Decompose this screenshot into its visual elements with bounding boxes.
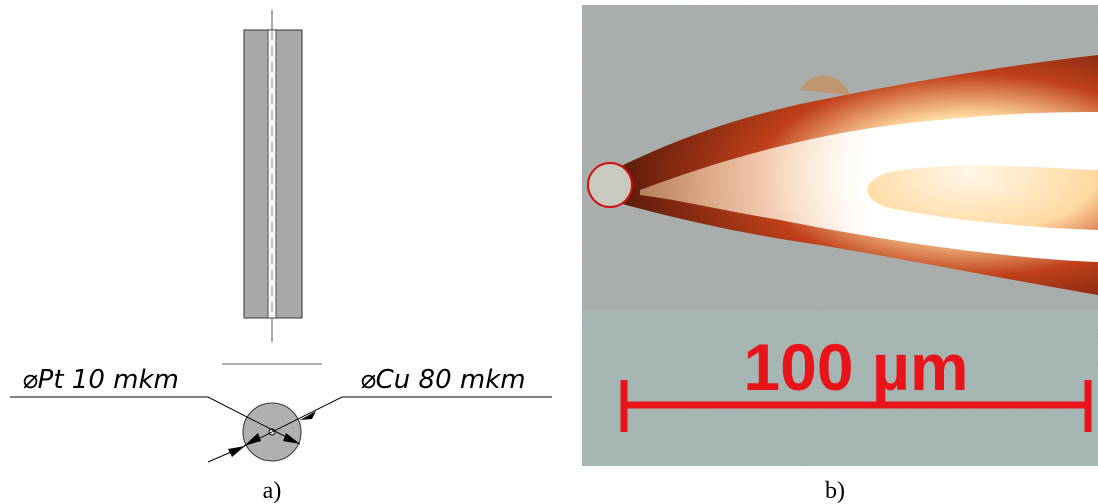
arrow <box>228 446 245 457</box>
drawing: ⌀Pt 10 mkm ⌀Cu 80 mkm a) <box>10 10 552 504</box>
micrograph: 100 µm b) <box>582 5 1098 504</box>
pt-label: ⌀Pt 10 mkm <box>22 365 179 395</box>
caption: a) <box>263 478 282 504</box>
scale-label: 100 µm <box>743 330 968 404</box>
cu-label: ⌀Cu 80 mkm <box>360 365 526 395</box>
caption: b) <box>825 478 845 504</box>
tip-circle <box>588 163 632 207</box>
figure: ⌀Pt 10 mkm ⌀Cu 80 mkm a) 100 µm b) <box>0 0 1098 504</box>
arrow <box>300 411 316 420</box>
